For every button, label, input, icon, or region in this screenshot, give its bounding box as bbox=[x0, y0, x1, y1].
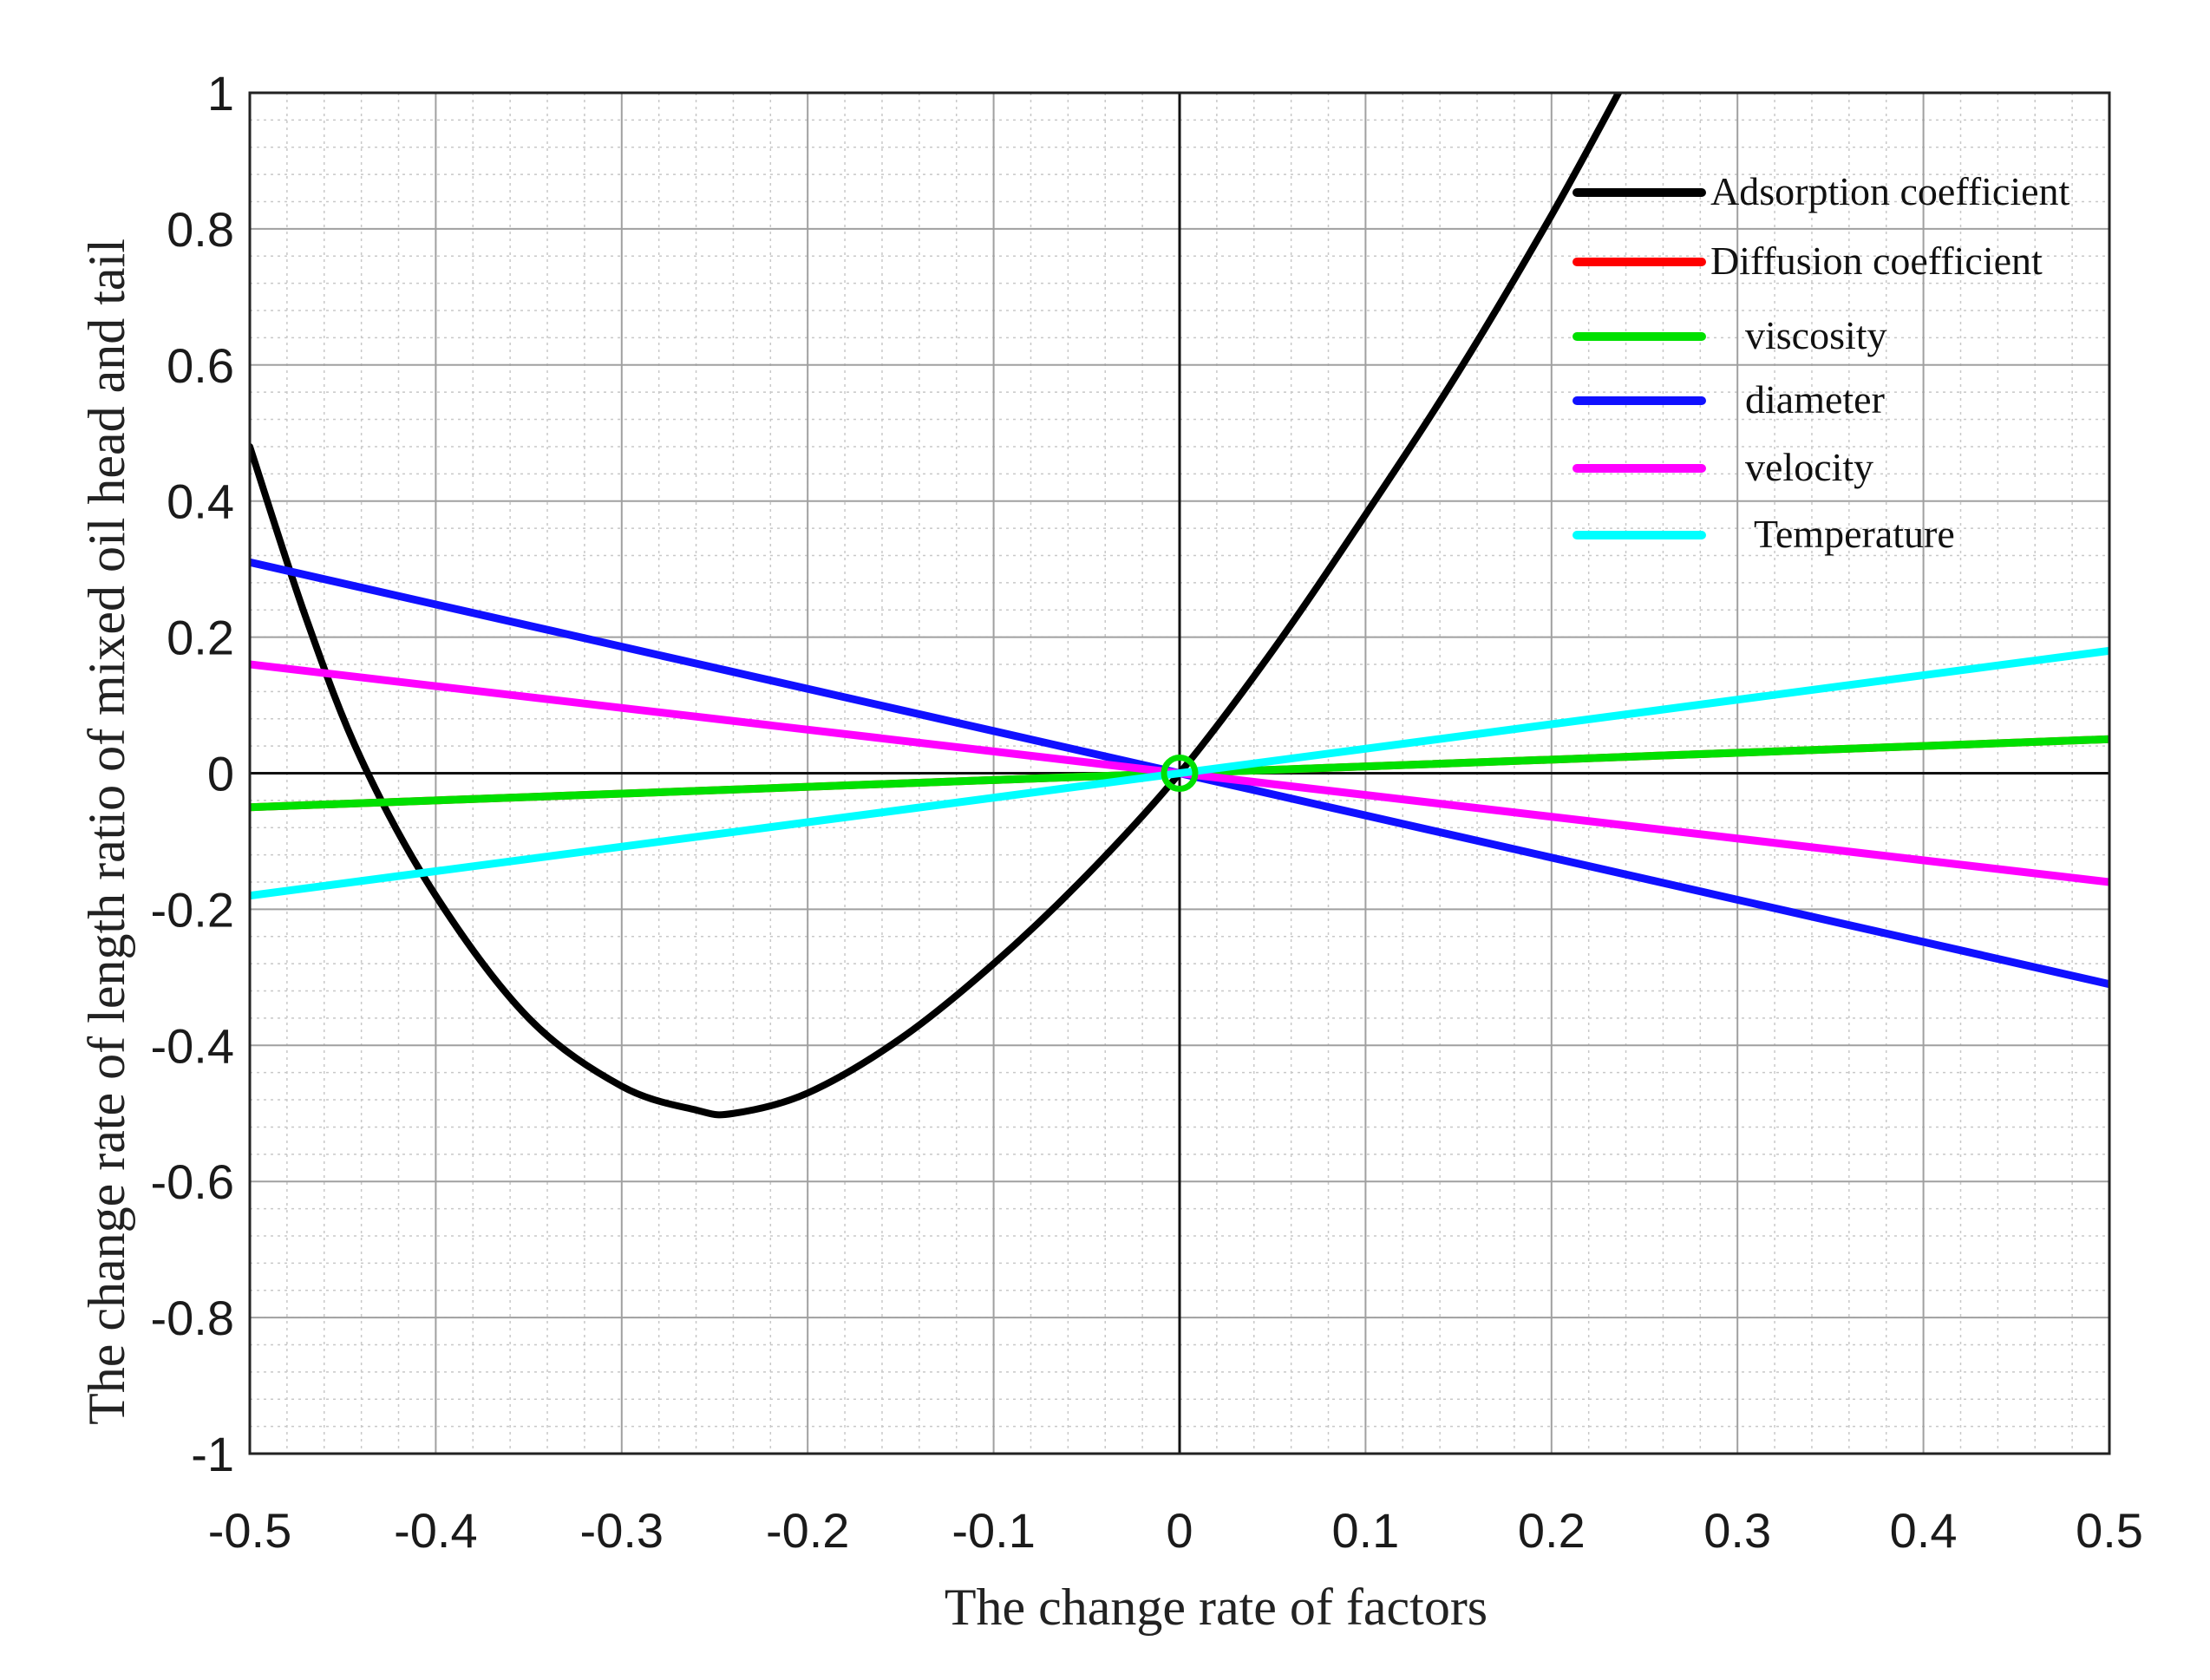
y-axis-label: The change rate of length ratio of mixed… bbox=[78, 239, 135, 1425]
x-tick-label: -0.2 bbox=[766, 1503, 850, 1558]
series-line-adsorption-coefficient bbox=[250, 93, 1623, 1119]
legend-label-diameter: diameter bbox=[1745, 377, 1885, 422]
legend-label-viscosity: viscosity bbox=[1745, 313, 1887, 357]
x-tick-label: -0.4 bbox=[394, 1503, 478, 1558]
x-tick-label: 0 bbox=[1166, 1503, 1193, 1558]
x-tick-label: -0.1 bbox=[951, 1503, 1036, 1558]
legend-label-temperature: Temperature bbox=[1754, 512, 1955, 556]
y-tick-label: -0.8 bbox=[151, 1291, 235, 1345]
legend-label-velocity: velocity bbox=[1745, 445, 1873, 489]
y-tick-label: 0 bbox=[207, 747, 234, 801]
x-tick-labels: -0.5 -0.4 -0.3 -0.2 -0.1 0 0.1 0.2 0.3 0.4 0.5 bbox=[208, 1503, 2143, 1558]
legend-label-adsorption-coefficient: Adsorption coefficient bbox=[1710, 169, 2070, 213]
y-tick-label: -0.4 bbox=[151, 1018, 235, 1073]
x-tick-label: 0.1 bbox=[1331, 1503, 1399, 1558]
series-line-temperature bbox=[250, 646, 2109, 900]
x-tick-label: -0.5 bbox=[208, 1503, 292, 1558]
plot-frame bbox=[248, 91, 2111, 1455]
y-tick-label: -1 bbox=[191, 1427, 234, 1481]
y-tick-label: -0.2 bbox=[151, 882, 235, 937]
y-tick-label: -0.6 bbox=[151, 1154, 235, 1209]
legend-label-diffusion-coefficient: Diffusion coefficient bbox=[1710, 239, 2043, 283]
series-layer bbox=[250, 93, 2109, 1119]
marker-layer bbox=[1161, 755, 1199, 792]
y-tick-label: 1 bbox=[207, 66, 234, 121]
origin-marker bbox=[1161, 755, 1199, 792]
y-tick-label: 0.8 bbox=[167, 202, 234, 257]
x-tick-label: 0.4 bbox=[1890, 1503, 1958, 1558]
y-tick-label: 0.4 bbox=[167, 474, 234, 529]
legend: Adsorption coefficient Diffusion coeffici… bbox=[1572, 169, 2070, 556]
y-tick-label: 0.6 bbox=[167, 338, 234, 393]
x-axis-label: The change rate of factors bbox=[945, 1579, 1488, 1636]
x-tick-label: 0.5 bbox=[2076, 1503, 2143, 1558]
x-tick-label: -0.3 bbox=[580, 1503, 664, 1558]
y-tick-labels: 1 0.8 0.6 0.4 0.2 0 -0.2 -0.4 -0.6 -0.8 -1 bbox=[151, 66, 235, 1481]
x-tick-label: 0.3 bbox=[1703, 1503, 1771, 1558]
y-tick-label: 0.2 bbox=[167, 611, 234, 665]
x-tick-label: 0.2 bbox=[1518, 1503, 1586, 1558]
